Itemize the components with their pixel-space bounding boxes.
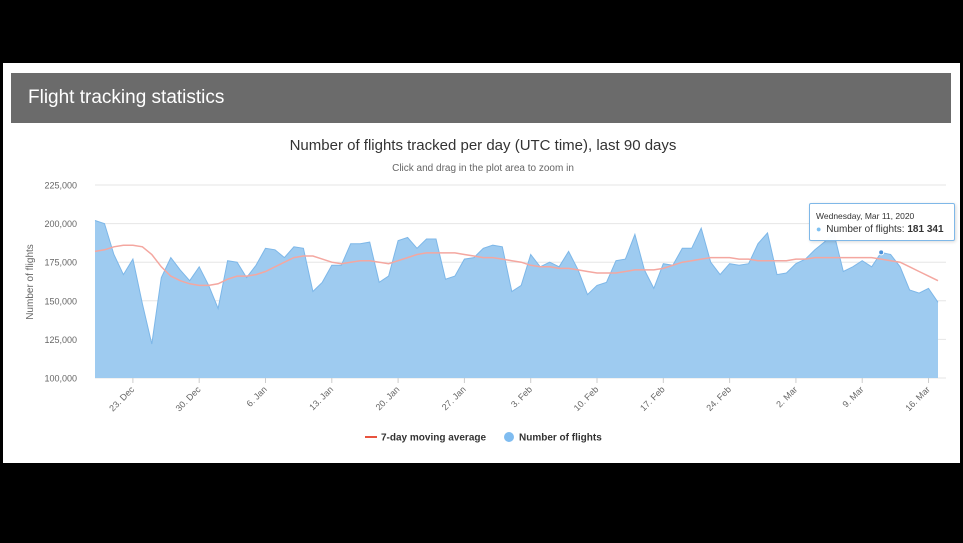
legend-dot-icon <box>504 432 514 442</box>
tooltip-value: 181 341 <box>907 224 944 235</box>
series-layer <box>94 220 939 378</box>
x-tick-label: 10. Feb <box>572 384 601 413</box>
chart-subtitle: Click and drag in the plot area to zoom … <box>392 163 574 174</box>
y-tick-label: 100,000 <box>44 374 77 384</box>
legend-item-moving-average[interactable]: 7-day moving average <box>365 433 486 444</box>
tooltip-label: Number of flights: <box>826 224 905 235</box>
y-tick-label: 225,000 <box>44 181 77 191</box>
page-title: Flight tracking statistics <box>28 87 225 108</box>
legend-item-flights[interactable]: Number of flights <box>504 432 602 444</box>
chart-legend[interactable]: 7-day moving average Number of flights <box>365 432 602 444</box>
x-axis-labels: 23. Dec 30. Dec 6. Jan 13. Jan 20. Jan 27. Ja… <box>107 378 932 413</box>
flights-line <box>94 220 939 345</box>
x-tick-label: 20. Jan <box>374 384 402 412</box>
card-header: Flight tracking statistics <box>11 73 951 123</box>
x-tick-label: 13. Jan <box>307 384 335 412</box>
statistics-card: Flight tracking statistics Number of fli… <box>3 63 960 463</box>
legend-label: Number of flights <box>519 433 602 444</box>
hovered-point <box>878 249 885 256</box>
y-tick-label: 125,000 <box>44 335 77 345</box>
x-tick-label: 9. Mar <box>841 384 866 409</box>
y-tick-label: 150,000 <box>44 296 77 306</box>
flights-chart[interactable]: Number of flights tracked per day (UTC t… <box>3 63 960 463</box>
tooltip-line: ● Number of flights: 181 341 <box>816 224 944 235</box>
x-tick-label: 2. Mar <box>774 384 799 409</box>
y-tick-label: 200,000 <box>44 219 77 229</box>
x-tick-label: 30. Dec <box>174 384 203 413</box>
moving-average-line <box>94 244 939 287</box>
y-axis-title: Number of flights <box>25 244 36 320</box>
chart-title: Number of flights tracked per day (UTC t… <box>290 137 677 154</box>
y-axis-labels: 100,000 125,000 150,000 175,000 200,000 225,0… <box>44 181 77 384</box>
x-tick-label: 16. Mar <box>903 384 932 413</box>
tooltip-date: Wednesday, Mar 11, 2020 <box>816 211 915 221</box>
flights-area <box>95 220 938 378</box>
x-tick-label: 17. Feb <box>638 384 667 413</box>
x-tick-label: 24. Feb <box>704 384 733 413</box>
x-tick-label: 6. Jan <box>244 384 268 408</box>
legend-label: 7-day moving average <box>381 433 486 444</box>
x-tick-label: 27. Jan <box>440 384 468 412</box>
y-tick-label: 175,000 <box>44 258 77 268</box>
data-tooltip: Wednesday, Mar 11, 2020 ● Number of flig… <box>809 203 955 241</box>
x-tick-label: 3. Feb <box>509 384 534 409</box>
tooltip-marker-icon: ● <box>816 224 822 234</box>
x-tick-label: 23. Dec <box>107 384 136 413</box>
